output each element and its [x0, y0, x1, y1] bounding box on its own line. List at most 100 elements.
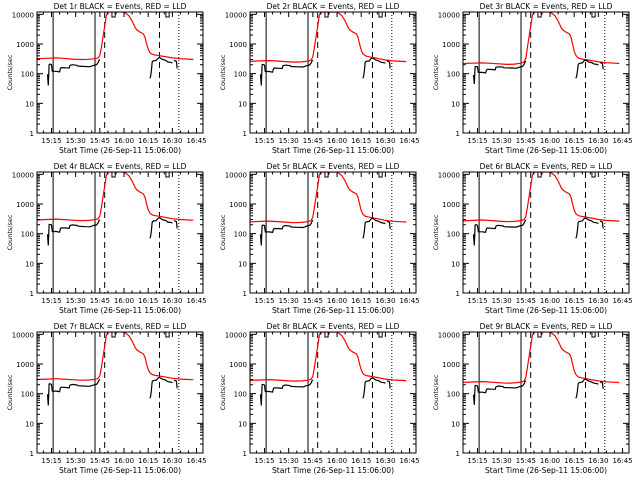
chart-title: Det 4r BLACK = Events, RED = LLD [54, 162, 187, 171]
flag-marker [111, 172, 116, 178]
x-tick-label: 16:30 [588, 457, 608, 465]
detector-panel: 1 10 100 1000 10000 15:15 15:30 15:45 16:00 16:15… [432, 322, 633, 475]
x-tick-label: 16:15 [138, 137, 158, 145]
x-tick-label: 15:15 [41, 457, 61, 465]
x-tick-label: 16:00 [540, 457, 560, 465]
x-tick-label: 16:15 [351, 137, 371, 145]
y-tick-label: 1000 [442, 361, 460, 369]
y-tick-label: 10 [451, 100, 460, 108]
y-tick-label: 1000 [229, 201, 247, 209]
events-series-line [46, 217, 178, 246]
x-tick-label: 15:30 [279, 137, 299, 145]
x-tick-label: 15:45 [516, 297, 536, 305]
x-axis-label: Start Time (26-Sep-11 15:06:00) [485, 146, 607, 155]
x-tick-label: 15:45 [303, 297, 323, 305]
y-tick-label: 1000 [16, 41, 34, 49]
x-tick-label: 15:15 [254, 457, 274, 465]
detector-panel: 1 10 100 1000 10000 15:15 15:30 15:45 16:00 16:15… [6, 322, 207, 475]
y-tick-label: 1 [30, 290, 34, 298]
x-tick-label: 16:15 [351, 297, 371, 305]
plot-frame [249, 171, 417, 294]
events-series-line [472, 59, 604, 85]
x-tick-label: 15:30 [492, 137, 512, 145]
chart-title: Det 9r BLACK = Events, RED = LLD [480, 322, 613, 331]
y-tick-label: 10 [25, 420, 34, 428]
x-tick-label: 15:45 [90, 137, 110, 145]
y-tick-label: 10 [238, 100, 247, 108]
x-tick-label: 15:30 [279, 457, 299, 465]
y-tick-label: 10000 [225, 331, 247, 339]
y-tick-label: 100 [21, 391, 34, 399]
lld-series-line [37, 12, 194, 61]
x-tick-label: 16:15 [138, 457, 158, 465]
chart-title: Det 1r BLACK = Events, RED = LLD [54, 2, 187, 11]
detector-panel: 1 10 100 1000 10000 15:15 15:30 15:45 16:00 16:15… [6, 2, 207, 155]
series-layer [463, 12, 620, 85]
y-tick-label: 100 [447, 391, 460, 399]
x-tick-label: 16:00 [114, 297, 134, 305]
x-tick-label: 16:45 [186, 137, 206, 145]
lld-series-line [463, 12, 620, 66]
y-tick-label: 1000 [229, 361, 247, 369]
lld-series-line [250, 332, 407, 382]
y-tick-label: 100 [234, 231, 247, 239]
flag-marker [537, 332, 542, 338]
x-tick-label: 16:30 [162, 137, 182, 145]
x-tick-label: 16:30 [588, 137, 608, 145]
plot-frame [249, 11, 417, 134]
x-tick-label: 15:30 [279, 297, 299, 305]
y-tick-label: 100 [21, 71, 34, 79]
y-tick-label: 1 [243, 130, 247, 138]
y-tick-label: 10000 [12, 11, 34, 19]
y-tick-label: 10 [451, 420, 460, 428]
y-tick-label: 10000 [225, 11, 247, 19]
chart-title: Det 8r BLACK = Events, RED = LLD [267, 322, 400, 331]
series-layer [250, 332, 407, 406]
events-series-line [259, 57, 391, 86]
plot-frame [36, 11, 204, 134]
y-tick-label: 1 [30, 130, 34, 138]
x-tick-label: 16:00 [114, 137, 134, 145]
x-tick-label: 15:15 [254, 297, 274, 305]
plot-frame [462, 171, 630, 294]
x-tick-label: 16:45 [612, 297, 632, 305]
x-tick-label: 15:30 [492, 297, 512, 305]
x-tick-label: 16:45 [399, 137, 419, 145]
flag-marker [111, 12, 116, 18]
y-tick-label: 10000 [438, 331, 460, 339]
x-tick-label: 16:00 [327, 457, 347, 465]
flag-marker [537, 172, 542, 178]
x-tick-label: 16:45 [612, 137, 632, 145]
y-axis-label: Counts/sec [6, 54, 14, 90]
chart-title: Det 7r BLACK = Events, RED = LLD [54, 322, 187, 331]
plot-frame [36, 171, 204, 294]
y-tick-label: 100 [234, 391, 247, 399]
y-tick-label: 100 [447, 71, 460, 79]
y-tick-label: 1 [456, 290, 460, 298]
y-tick-label: 10000 [12, 171, 34, 179]
plot-frame [249, 331, 417, 454]
chart-title: Det 5r BLACK = Events, RED = LLD [267, 162, 400, 171]
y-axis-label: Counts/sec [6, 374, 14, 410]
flag-marker [165, 332, 170, 338]
y-tick-label: 100 [234, 71, 247, 79]
flag-marker [111, 332, 116, 338]
y-axis-label: Counts/sec [432, 214, 440, 250]
x-tick-label: 15:30 [492, 457, 512, 465]
lld-series-line [250, 12, 407, 63]
x-axis-label: Start Time (26-Sep-11 15:06:00) [272, 306, 394, 315]
plot-frame [36, 331, 204, 454]
x-tick-label: 16:15 [564, 137, 584, 145]
detector-panel: 1 10 100 1000 10000 15:15 15:30 15:45 16:00 16:15… [432, 2, 633, 155]
x-tick-label: 16:45 [399, 457, 419, 465]
lld-series-line [250, 172, 407, 224]
flag-marker [537, 12, 542, 18]
detector-panel: 1 10 100 1000 10000 15:15 15:30 15:45 16:00 16:15… [6, 162, 207, 315]
x-tick-label: 15:15 [254, 137, 274, 145]
lld-series-line [463, 332, 620, 384]
y-axis-label: Counts/sec [6, 214, 14, 250]
y-tick-label: 100 [447, 231, 460, 239]
events-series-line [259, 217, 391, 246]
events-series-line [472, 217, 604, 246]
flag-marker [324, 12, 329, 18]
